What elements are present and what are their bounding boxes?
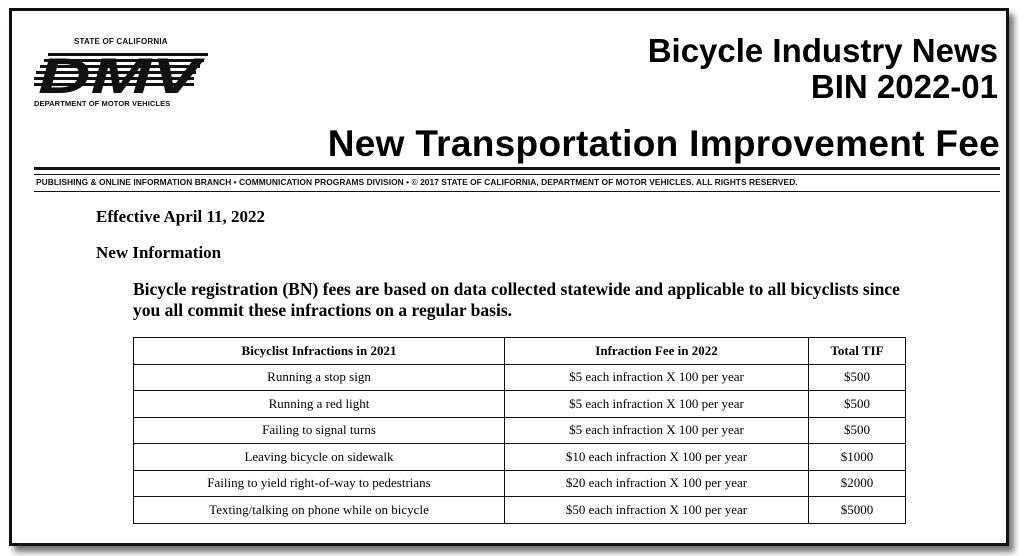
total-cell: $2000 (808, 469, 906, 497)
table-row: Failing to signal turns $5 each infracti… (133, 416, 906, 444)
fee-cell: $5 each infraction X 100 per year (504, 416, 809, 444)
bulletin-title-line-1: Bicycle Industry News (647, 32, 998, 69)
fee-cell: $10 each infraction X 100 per year (504, 443, 809, 471)
total-cell: $5000 (808, 496, 906, 524)
bulletin-number: BIN 2022-01 (810, 68, 998, 105)
header-rule-thin (34, 174, 1000, 175)
body-paragraph: Bicycle registration (BN) fees are based… (133, 279, 900, 320)
column-header-total: Total TIF (808, 337, 906, 365)
infraction-cell: Texting/talking on phone while on bicycl… (133, 496, 505, 524)
infraction-cell: Failing to yield right-of-way to pedestr… (133, 469, 505, 497)
fee-cell: $5 each infraction X 100 per year (504, 390, 809, 418)
header-rule-thick (34, 167, 1000, 170)
dmv-wordmark-icon: DMV (34, 48, 208, 99)
table-header-row: Bicyclist Infractions in 2021 Infraction… (133, 337, 906, 365)
total-cell: $500 (808, 363, 906, 391)
table-row: Failing to yield right-of-way to pedestr… (133, 469, 906, 497)
table-row: Running a red light $5 each infraction X… (133, 390, 906, 418)
dmv-logo: STATE OF CALIFORNIA DMV DEPARTMENT OF MO… (34, 33, 214, 123)
header-rule-bottom (34, 191, 1000, 192)
table-row: Leaving bicycle on sidewalk $10 each inf… (133, 443, 906, 471)
logo-state-text: STATE OF CALIFORNIA (74, 37, 168, 46)
fee-table: Bicyclist Infractions in 2021 Infraction… (133, 337, 906, 524)
fee-cell: $20 each infraction X 100 per year (504, 469, 809, 497)
headline: New Transportation Improvement Fee (327, 123, 1000, 164)
logo-wordmark: DMV (38, 48, 205, 99)
bulletin-document: STATE OF CALIFORNIA DMV DEPARTMENT OF MO… (9, 8, 1009, 546)
column-header-fee: Infraction Fee in 2022 (504, 337, 809, 365)
column-header-infractions: Bicyclist Infractions in 2021 (133, 337, 505, 365)
bulletin-title: Bicycle Industry News BIN 2022-01 (648, 33, 998, 105)
fee-cell: $5 each infraction X 100 per year (504, 363, 809, 391)
effective-date: Effective April 11, 2022 (96, 207, 266, 226)
logo-department-text: DEPARTMENT OF MOTOR VEHICLES (34, 99, 171, 108)
infraction-cell: Leaving bicycle on sidewalk (133, 443, 505, 471)
table-row: Running a stop sign $5 each infraction X… (133, 363, 906, 391)
total-cell: $1000 (808, 443, 906, 471)
fee-cell: $50 each infraction X 100 per year (504, 496, 809, 524)
total-cell: $500 (808, 416, 906, 444)
division-credit-line: PUBLISHING & ONLINE INFORMATION BRANCH •… (36, 177, 798, 187)
total-cell: $500 (808, 390, 906, 418)
infraction-cell: Failing to signal turns (133, 416, 505, 444)
section-heading: New Information (96, 243, 222, 262)
infraction-cell: Running a red light (133, 390, 505, 418)
infraction-cell: Running a stop sign (133, 363, 505, 391)
table-row: Texting/talking on phone while on bicycl… (133, 496, 906, 524)
